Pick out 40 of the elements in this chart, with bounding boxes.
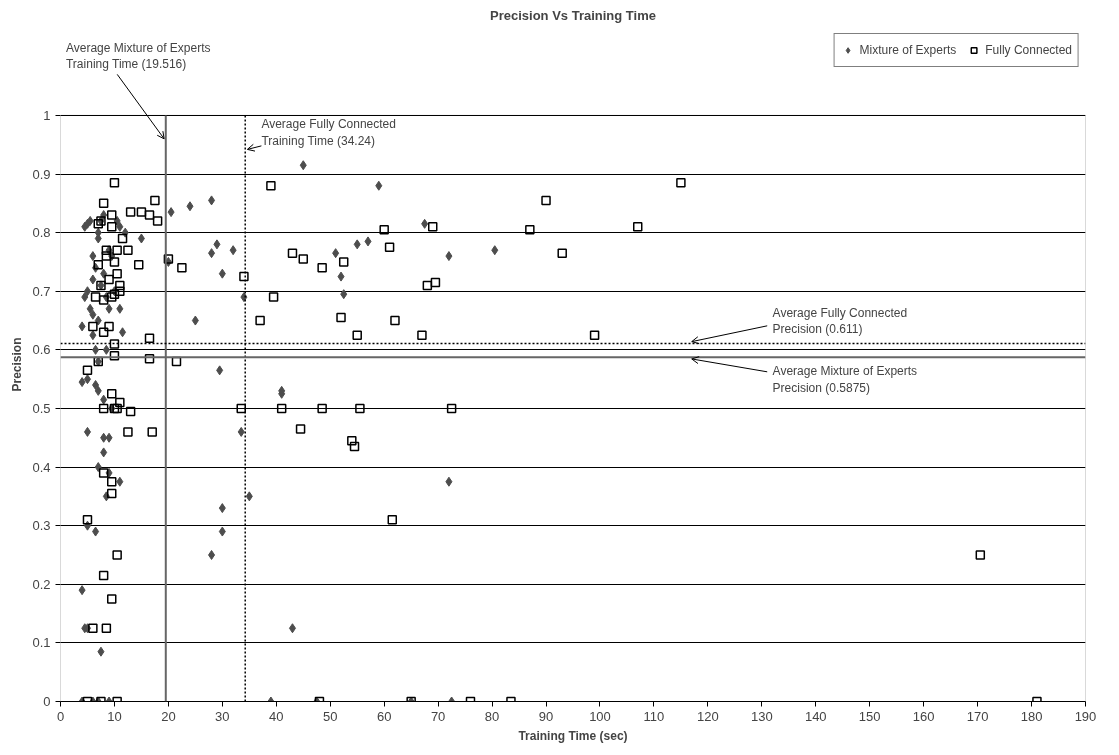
x-axis-title: Training Time (sec) <box>518 728 628 743</box>
x-tick-label: 30 <box>215 708 230 724</box>
x-tick-label: 70 <box>430 708 446 724</box>
x-tick-label: 120 <box>697 708 719 724</box>
x-tick-label: 90 <box>538 708 554 724</box>
y-tick-label: 0.4 <box>32 459 51 475</box>
ref-line-label: Average Fully Connected Precision (0.611) <box>772 305 908 337</box>
legend-label: Fully Connected <box>985 43 1072 57</box>
y-axis-title: Precision <box>10 337 25 392</box>
y-tick-label: 0.1 <box>32 635 51 651</box>
x-tick-label: 20 <box>161 708 176 724</box>
x-tick-label: 80 <box>484 708 500 724</box>
x-tick-label: 100 <box>589 708 611 724</box>
ref-line-label: Average Mixture of Experts Precision (0.5875) <box>772 364 918 396</box>
x-tick-label: 180 <box>1020 708 1043 724</box>
y-tick-label: 0.7 <box>32 283 51 299</box>
y-tick-label: 0.8 <box>32 225 51 241</box>
x-tick-label: 140 <box>804 708 827 724</box>
y-tick-label: 0 <box>43 694 51 709</box>
x-tick-label: 60 <box>376 708 392 724</box>
x-tick-label: 50 <box>323 708 338 724</box>
y-tick-label: 0.5 <box>32 400 51 416</box>
ref-line-label: Average Mixture of Experts Training Time (19.516) <box>65 40 211 72</box>
x-tick-label: 0 <box>56 708 65 724</box>
x-tick-label: 40 <box>269 708 284 724</box>
x-tick-label: 130 <box>750 708 773 724</box>
y-tick-label: 1 <box>43 107 51 123</box>
x-tick-label: 10 <box>107 708 122 724</box>
x-tick-label: 190 <box>1074 708 1097 724</box>
x-tick-label: 110 <box>643 708 665 724</box>
y-tick-label: 0.3 <box>32 518 51 534</box>
y-tick-label: 0.2 <box>32 576 51 592</box>
y-tick-label: 0.9 <box>32 166 51 182</box>
ref-line-label: Average Fully Connected Training Time (34.24) <box>261 117 396 148</box>
legend-label: Mixture of Experts <box>859 43 957 57</box>
x-tick-label: 170 <box>966 708 989 724</box>
y-tick-label: 0.6 <box>32 342 51 358</box>
x-tick-label: 150 <box>858 708 881 724</box>
x-tick-label: 160 <box>912 708 935 724</box>
chart-title: Precision Vs Training Time <box>490 7 656 23</box>
